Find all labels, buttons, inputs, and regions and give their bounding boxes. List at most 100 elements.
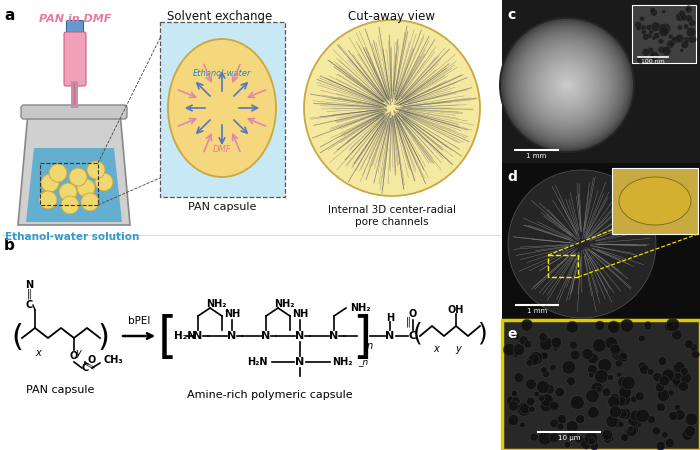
Circle shape [658, 46, 665, 54]
Bar [548, 255, 578, 277]
Circle shape [653, 373, 662, 382]
Circle shape [608, 374, 614, 381]
Circle shape [680, 368, 688, 375]
Circle shape [519, 404, 530, 414]
Text: Amine-rich polymeric capsule: Amine-rich polymeric capsule [187, 390, 353, 400]
Circle shape [545, 63, 589, 107]
Circle shape [549, 67, 585, 103]
Circle shape [647, 415, 655, 424]
Circle shape [685, 5, 692, 13]
Circle shape [547, 65, 587, 105]
Circle shape [672, 36, 679, 43]
Circle shape [603, 435, 612, 443]
Circle shape [539, 57, 595, 113]
Text: ): ) [478, 322, 488, 346]
Ellipse shape [168, 39, 276, 177]
Circle shape [513, 344, 525, 356]
Text: ‖: ‖ [27, 289, 31, 299]
Circle shape [648, 47, 654, 54]
Circle shape [509, 27, 625, 143]
Circle shape [612, 348, 624, 360]
Text: DMF: DMF [213, 145, 231, 154]
Circle shape [539, 333, 547, 342]
Circle shape [511, 29, 623, 141]
Circle shape [570, 396, 580, 405]
Circle shape [567, 430, 577, 441]
Circle shape [551, 337, 562, 348]
Circle shape [540, 367, 547, 374]
Circle shape [512, 397, 520, 405]
Circle shape [634, 419, 642, 428]
Text: O: O [70, 351, 78, 361]
Circle shape [512, 391, 518, 397]
Text: (: ( [413, 322, 423, 346]
Circle shape [651, 9, 657, 16]
Circle shape [682, 429, 693, 441]
Text: H: H [386, 313, 394, 323]
Circle shape [562, 360, 575, 374]
Circle shape [674, 404, 680, 411]
Circle shape [674, 372, 682, 380]
Circle shape [680, 372, 692, 384]
Circle shape [615, 360, 622, 367]
Circle shape [637, 55, 645, 63]
Circle shape [531, 49, 603, 121]
Text: PAN capsule: PAN capsule [26, 385, 94, 395]
Circle shape [594, 369, 608, 383]
Circle shape [580, 437, 592, 449]
Circle shape [609, 436, 614, 441]
Circle shape [499, 17, 635, 153]
Text: 10 μm: 10 μm [558, 435, 580, 441]
Circle shape [68, 116, 80, 128]
Circle shape [588, 437, 595, 445]
Circle shape [658, 357, 666, 365]
Circle shape [503, 343, 516, 356]
Circle shape [77, 179, 95, 197]
Bar [502, 320, 700, 450]
Circle shape [684, 37, 690, 43]
Circle shape [626, 426, 637, 436]
Bar [502, 163, 700, 320]
Circle shape [609, 393, 620, 404]
Circle shape [692, 351, 699, 359]
Circle shape [650, 7, 655, 13]
Circle shape [671, 329, 682, 340]
Circle shape [508, 414, 519, 425]
Circle shape [685, 413, 698, 426]
Circle shape [575, 435, 583, 443]
Circle shape [540, 351, 548, 360]
Text: 1 mm: 1 mm [527, 308, 547, 314]
Circle shape [616, 396, 626, 406]
Circle shape [519, 37, 615, 133]
Circle shape [575, 414, 584, 424]
Circle shape [635, 22, 642, 29]
Circle shape [505, 23, 629, 147]
Text: C: C [25, 300, 33, 310]
Circle shape [636, 25, 641, 31]
Circle shape [610, 406, 622, 418]
Circle shape [304, 20, 480, 196]
Circle shape [650, 54, 655, 58]
Circle shape [655, 382, 665, 392]
Circle shape [517, 402, 531, 416]
Circle shape [668, 34, 673, 39]
Circle shape [688, 35, 696, 43]
Circle shape [549, 432, 559, 443]
Text: a: a [4, 8, 15, 23]
Circle shape [617, 393, 631, 406]
Circle shape [685, 340, 692, 348]
Ellipse shape [619, 177, 691, 225]
Text: O: O [409, 309, 417, 319]
Circle shape [617, 409, 627, 419]
Circle shape [650, 9, 655, 14]
Text: [: [ [158, 314, 176, 362]
Circle shape [676, 13, 684, 21]
Circle shape [667, 389, 675, 397]
Text: NH₂: NH₂ [206, 299, 226, 309]
Circle shape [543, 61, 591, 109]
Circle shape [521, 39, 613, 131]
Circle shape [507, 25, 627, 145]
Circle shape [521, 320, 533, 331]
Circle shape [541, 59, 593, 111]
Circle shape [536, 381, 550, 394]
